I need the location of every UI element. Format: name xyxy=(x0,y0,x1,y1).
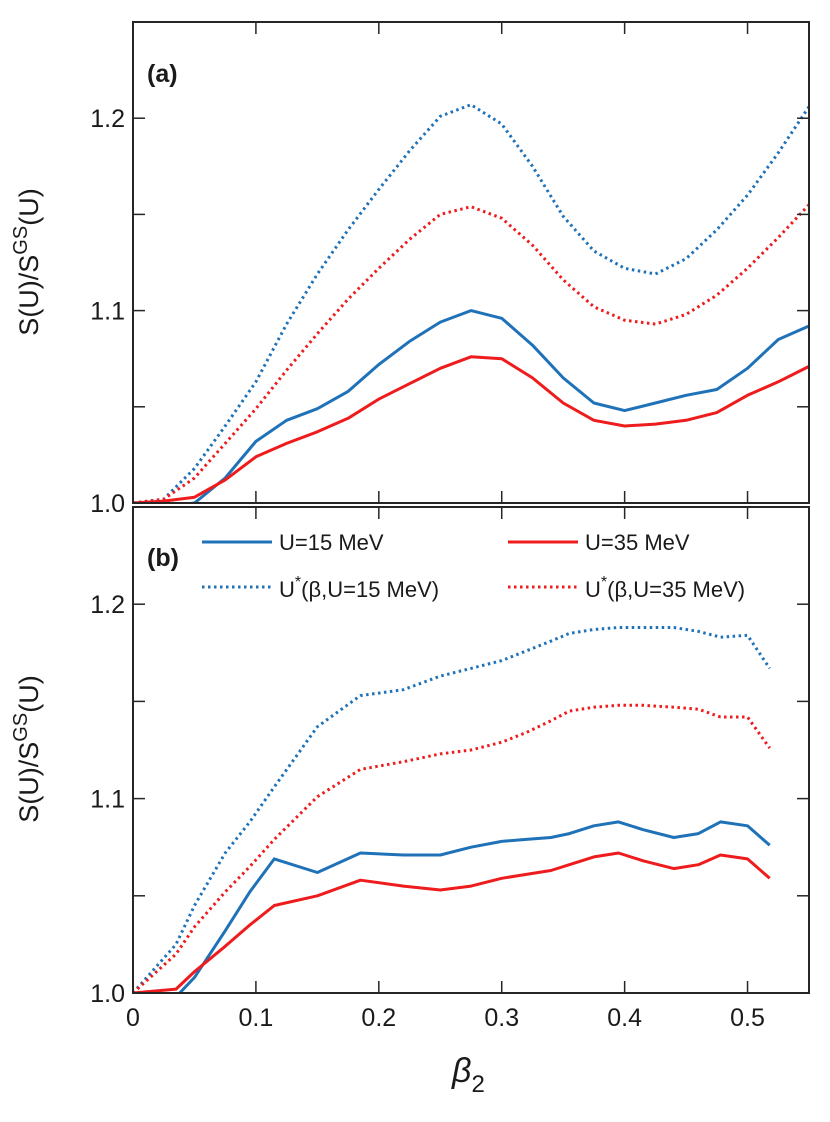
x-tick-label: 0 xyxy=(126,1004,140,1032)
x-tick-label: 0.1 xyxy=(239,1004,274,1032)
series-line-a-2 xyxy=(133,103,809,503)
y-tick-label: 1.2 xyxy=(90,591,125,619)
y-tick-label: 1.1 xyxy=(90,298,125,326)
panel-a-label: (a) xyxy=(147,60,178,88)
series-line-a-3 xyxy=(133,203,809,503)
panel-a-curves xyxy=(133,103,809,503)
y-tick-label: 1.0 xyxy=(90,980,125,1008)
panel-b: 1.0 1.1 1.2 0 0.1 0.2 0.3 0.4 0.5 (b) S(U)/SGS(U… xyxy=(10,506,810,1098)
x-tick-label: 0.4 xyxy=(607,1004,642,1032)
panel-a-y-axis-label: S(U)/SGS(U) xyxy=(10,188,44,335)
x-tick-label: 0.5 xyxy=(730,1004,765,1032)
x-tick-label: 0.3 xyxy=(484,1004,519,1032)
series-line-a-0 xyxy=(182,309,809,503)
panel-a: 1.0 1.1 1.2 (a) S(U)/SGS(U) xyxy=(10,21,810,518)
series-line-a-1 xyxy=(133,355,809,503)
legend-label-u35: U=35 MeV xyxy=(585,530,690,555)
legend-label-ustar-u35: U*(β,U=35 MeV) xyxy=(585,574,745,602)
series-line-b-2 xyxy=(133,626,771,993)
y-tick-label: 1.0 xyxy=(90,490,125,518)
panel-b-label: (b) xyxy=(147,544,179,572)
panel-b-frame xyxy=(132,506,810,994)
series-line-b-0 xyxy=(133,820,771,993)
panel-a-ticks: 1.0 1.1 1.2 xyxy=(90,22,809,518)
panel-b-y-axis-label: S(U)/SGS(U) xyxy=(10,675,44,822)
panel-b-curves xyxy=(133,626,771,993)
x-axis-label: β2 xyxy=(451,1052,485,1098)
panel-a-frame xyxy=(132,21,810,504)
y-tick-label: 1.2 xyxy=(90,105,125,133)
y-tick-label: 1.1 xyxy=(90,786,125,814)
panel-b-ticks: 1.0 1.1 1.2 0 0.1 0.2 0.3 0.4 0.5 xyxy=(90,507,809,1032)
series-line-b-1 xyxy=(133,851,771,993)
x-tick-label: 0.2 xyxy=(361,1004,396,1032)
legend-label-u15: U=15 MeV xyxy=(279,530,384,555)
legend: U=15 MeV U=35 MeV U*(β,U=15 MeV) U*(β,U=… xyxy=(202,530,745,602)
legend-label-ustar-u15: U*(β,U=15 MeV) xyxy=(279,574,439,602)
